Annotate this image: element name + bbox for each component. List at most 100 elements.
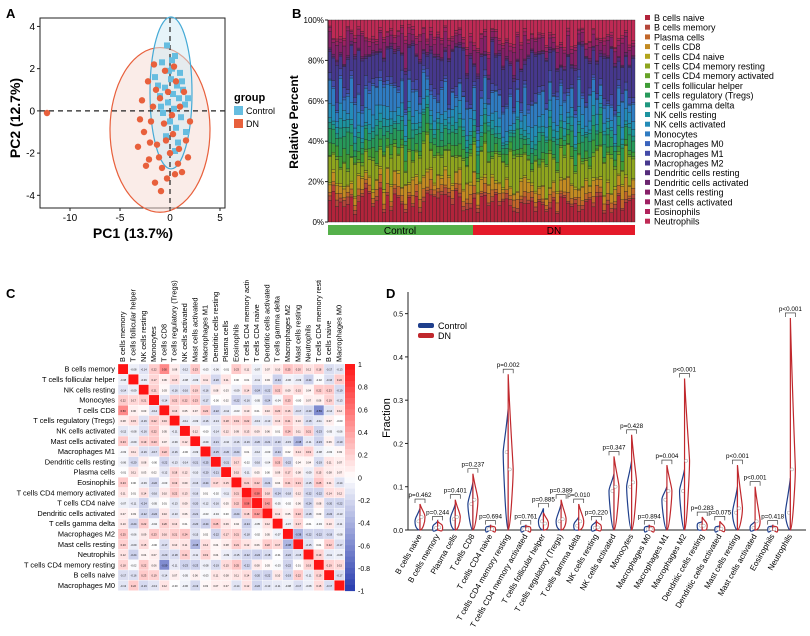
stack-segment bbox=[382, 19, 386, 38]
stack-segment bbox=[327, 184, 332, 193]
stack-segment bbox=[382, 118, 386, 127]
stack-segment bbox=[533, 93, 538, 103]
violin-median-point bbox=[631, 480, 636, 485]
heatmap-cell bbox=[138, 384, 150, 396]
stack-segment bbox=[457, 44, 462, 48]
group-bar-control-label: Control bbox=[384, 226, 416, 237]
stack-segment bbox=[490, 41, 495, 84]
colorbar-segment bbox=[345, 460, 355, 467]
heatmap-cell-value: -0.19 bbox=[192, 584, 198, 588]
stack-segment bbox=[396, 153, 401, 156]
stack-segment bbox=[432, 98, 437, 122]
stack-segment bbox=[548, 153, 553, 188]
heatmap-row-label: Dendritic cells resting bbox=[45, 457, 115, 466]
stack-segment bbox=[508, 199, 513, 206]
violin-median-point bbox=[754, 519, 759, 524]
stack-segment bbox=[602, 104, 607, 109]
stack-segment bbox=[421, 33, 426, 50]
stack-segment bbox=[349, 145, 354, 157]
stack-segment bbox=[540, 159, 545, 163]
stack-segment bbox=[454, 129, 459, 134]
stack-segment bbox=[595, 19, 600, 39]
stack-segment bbox=[631, 140, 636, 153]
stack-segment bbox=[392, 85, 397, 88]
stack-segment bbox=[447, 177, 451, 189]
heatmap-cell-value: -0.05 bbox=[254, 399, 260, 403]
heatmap-row-label: Neutrophils bbox=[78, 550, 116, 559]
stack-segment bbox=[580, 141, 585, 159]
heatmap-cell-value: 0.25 bbox=[234, 563, 240, 567]
stack-segment bbox=[519, 112, 524, 122]
stack-segment bbox=[461, 37, 466, 40]
heatmap-col-label: T cells CD4 memory activated bbox=[242, 280, 251, 362]
stack-segment bbox=[486, 52, 491, 55]
stack-segment bbox=[591, 33, 596, 47]
pca-ytick-label: 0 bbox=[29, 106, 35, 117]
pca-legend-dn-label: DN bbox=[246, 119, 259, 129]
stack-segment bbox=[360, 138, 365, 143]
stack-segment bbox=[371, 54, 376, 79]
stack-segment bbox=[515, 19, 520, 33]
stack-segment bbox=[490, 189, 495, 197]
stack-segment bbox=[522, 60, 527, 65]
stack-segment bbox=[555, 193, 560, 204]
heatmap-cell-value: -0.06 bbox=[120, 460, 126, 464]
stack-segment bbox=[605, 204, 610, 223]
heatmap-cell-value: -0.22 bbox=[336, 502, 342, 506]
pvalue-bracket bbox=[679, 373, 690, 378]
pca-legend-control-swatch bbox=[234, 106, 243, 115]
heatmap-cell-value: 0.22 bbox=[275, 388, 281, 392]
heatmap-cell-value: -0.08 bbox=[336, 532, 342, 536]
heatmap-cell-value: 0.18 bbox=[316, 368, 322, 372]
stack-segment bbox=[483, 141, 488, 144]
stack-segment bbox=[519, 154, 524, 157]
stack-segment bbox=[497, 19, 502, 39]
heatmap-cell-value: -0.17 bbox=[151, 450, 157, 454]
pca-point-dn bbox=[156, 95, 164, 102]
stack-segment bbox=[338, 75, 343, 79]
stack-segment bbox=[385, 31, 390, 33]
stack-segment bbox=[439, 80, 444, 88]
stack-segment bbox=[613, 166, 618, 170]
stack-segment bbox=[385, 36, 390, 47]
stack-segment bbox=[613, 51, 618, 64]
stack-segment bbox=[432, 36, 437, 40]
stack-segment bbox=[472, 193, 477, 199]
stack-segment bbox=[374, 51, 379, 53]
stack-segment bbox=[483, 31, 488, 37]
stack-segment bbox=[396, 35, 401, 47]
stack-segment bbox=[465, 100, 470, 109]
stack-segment bbox=[533, 202, 538, 208]
stack-segment bbox=[403, 36, 408, 41]
stack-segment bbox=[331, 56, 336, 59]
stack-segment bbox=[483, 19, 488, 30]
stack-segment bbox=[392, 121, 397, 124]
stack-segment bbox=[609, 94, 614, 106]
stack-segment bbox=[544, 199, 549, 206]
stack-segment bbox=[544, 109, 549, 128]
stack-segment bbox=[598, 85, 603, 96]
pca-ylabel: PC2 (12.7%) bbox=[7, 78, 23, 158]
heatmap-cell-value: -0.15 bbox=[306, 543, 312, 547]
stack-segment bbox=[450, 88, 455, 92]
heatmap-cell-value: -0.20 bbox=[254, 574, 260, 578]
stack-segment bbox=[587, 165, 592, 169]
heatmap-cell-value: 0.22 bbox=[172, 399, 178, 403]
stack-segment bbox=[555, 47, 560, 53]
stack-segment bbox=[584, 125, 589, 133]
stack-segment bbox=[389, 28, 394, 31]
stack-segment bbox=[558, 145, 563, 148]
stack-segment bbox=[584, 180, 589, 194]
stack-segment bbox=[432, 194, 437, 197]
stack-segment bbox=[591, 76, 596, 80]
stack-segment bbox=[367, 46, 372, 55]
stack-segment bbox=[493, 194, 498, 223]
stack-segment bbox=[414, 134, 419, 144]
colorbar-segment bbox=[345, 494, 355, 501]
heatmap-cell-value: -0.38 bbox=[295, 532, 301, 536]
stack-segment bbox=[331, 172, 336, 182]
stack-segment bbox=[425, 52, 430, 56]
heatmap-cell-value: 0.06 bbox=[296, 502, 302, 506]
stack-segment bbox=[616, 79, 621, 86]
stack-segment bbox=[623, 32, 628, 37]
